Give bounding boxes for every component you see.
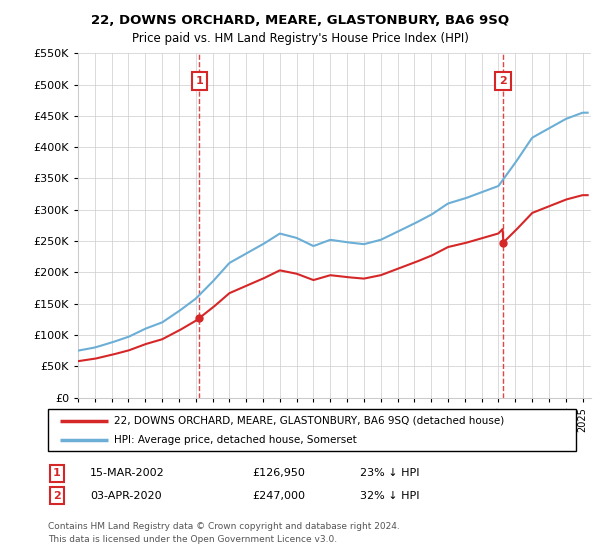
Text: £126,950: £126,950 xyxy=(252,468,305,478)
Text: 32% ↓ HPI: 32% ↓ HPI xyxy=(360,491,419,501)
Text: 2: 2 xyxy=(53,491,61,501)
Text: 22, DOWNS ORCHARD, MEARE, GLASTONBURY, BA6 9SQ (detached house): 22, DOWNS ORCHARD, MEARE, GLASTONBURY, B… xyxy=(114,416,504,426)
Text: 2: 2 xyxy=(499,76,507,86)
Text: 1: 1 xyxy=(53,468,61,478)
Text: 1: 1 xyxy=(196,76,203,86)
Text: 03-APR-2020: 03-APR-2020 xyxy=(90,491,161,501)
Text: Price paid vs. HM Land Registry's House Price Index (HPI): Price paid vs. HM Land Registry's House … xyxy=(131,32,469,45)
Text: 22, DOWNS ORCHARD, MEARE, GLASTONBURY, BA6 9SQ: 22, DOWNS ORCHARD, MEARE, GLASTONBURY, B… xyxy=(91,14,509,27)
Text: This data is licensed under the Open Government Licence v3.0.: This data is licensed under the Open Gov… xyxy=(48,535,337,544)
Text: 23% ↓ HPI: 23% ↓ HPI xyxy=(360,468,419,478)
Text: 15-MAR-2002: 15-MAR-2002 xyxy=(90,468,165,478)
Text: HPI: Average price, detached house, Somerset: HPI: Average price, detached house, Some… xyxy=(114,435,357,445)
Text: Contains HM Land Registry data © Crown copyright and database right 2024.: Contains HM Land Registry data © Crown c… xyxy=(48,522,400,531)
Text: £247,000: £247,000 xyxy=(252,491,305,501)
